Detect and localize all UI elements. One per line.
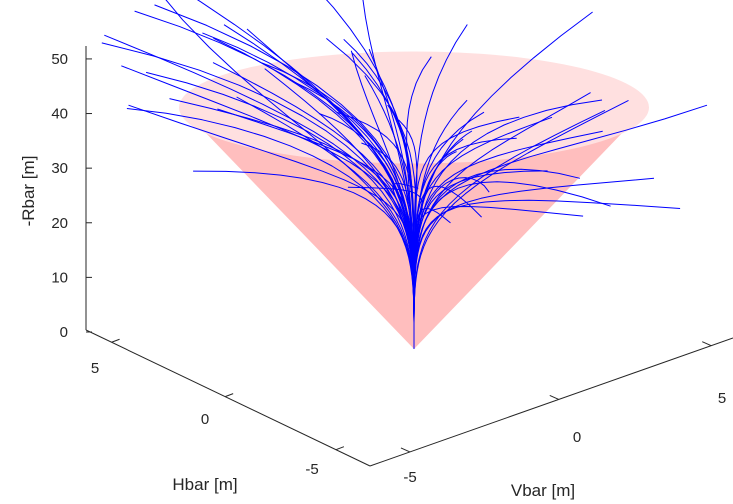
axes-layer [85, 46, 733, 467]
z-tick-label: 20 [51, 215, 68, 232]
y-tick-mark [335, 446, 345, 451]
y-tick-label: -5 [305, 461, 318, 478]
y-axis-line [85, 329, 371, 467]
y-tick-label: 0 [201, 411, 209, 428]
x-axis-line [369, 337, 733, 467]
y-axis-label: Hbar [m] [172, 475, 237, 494]
x-tick-label: 0 [573, 429, 581, 446]
x-tick-label: 5 [718, 390, 726, 407]
trajectory-line [343, 38, 415, 349]
z-tick-label: 40 [51, 106, 68, 123]
x-tick-mark [400, 447, 411, 453]
z-tick-label: 0 [60, 324, 68, 341]
z-tick-label: 30 [51, 160, 68, 177]
z-tick-label: 50 [51, 51, 68, 68]
x-axis-label: Vbar [m] [511, 481, 575, 500]
x-tick-mark [702, 341, 712, 347]
x-tick-mark [549, 394, 559, 400]
y-tick-mark [111, 338, 120, 343]
y-tick-label: 5 [91, 360, 99, 377]
ticks-layer: 0 10 20 30 40 50 -5 0 5 -5 0 5 [51, 51, 726, 486]
z-axis-label: -Rbar [m] [19, 156, 38, 227]
x-tick-label: -5 [403, 469, 416, 486]
z-tick-label: 10 [51, 269, 68, 286]
trajectory-layer [101, 0, 708, 349]
y-tick-mark [224, 393, 234, 398]
